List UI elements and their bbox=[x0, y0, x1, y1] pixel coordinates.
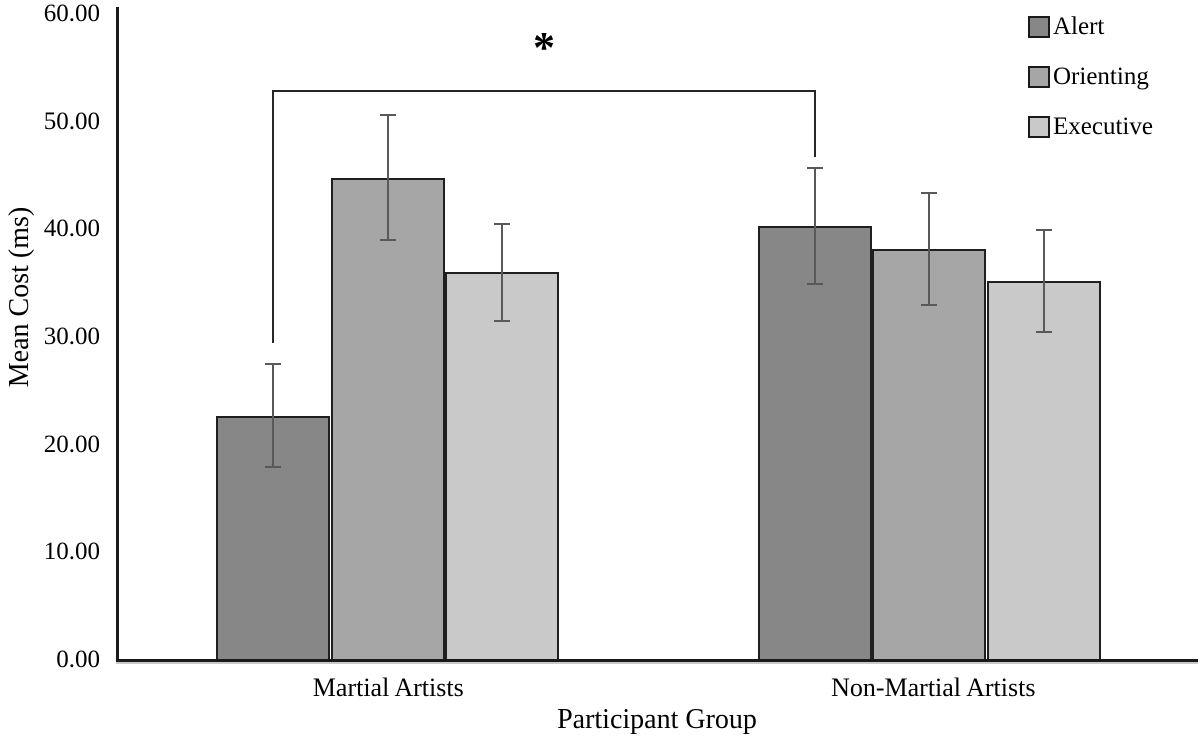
legend-label-alert: Alert bbox=[1053, 13, 1105, 40]
error-bar-cap-bottom bbox=[379, 239, 396, 242]
bracket-horizontal-line bbox=[272, 90, 816, 92]
y-tick-label-10-00: 10.00 bbox=[43, 538, 100, 566]
bracket-right-leg bbox=[813, 90, 816, 157]
legend-item-orienting: Orienting bbox=[1028, 63, 1149, 91]
legend-item-alert: Alert bbox=[1028, 13, 1104, 41]
legend-swatch-icon-alert bbox=[1028, 16, 1050, 38]
x-axis-shadow-line bbox=[116, 662, 1198, 664]
error-bar-cap-bottom bbox=[921, 303, 937, 306]
legend-swatch-icon-orienting bbox=[1028, 66, 1050, 88]
error-bar-cap-top bbox=[1035, 229, 1052, 232]
category-label-martial-artists: Martial Artists bbox=[312, 673, 464, 702]
y-tick-label-60-00: 60.00 bbox=[43, 0, 100, 27]
error-bar-cap-top bbox=[265, 362, 281, 365]
x-axis-title: Participant Group bbox=[557, 704, 757, 735]
y-tick-label-40-00: 40.00 bbox=[43, 215, 100, 243]
error-bar-cap-top bbox=[379, 114, 396, 117]
y-tick-label-0-00: 0.00 bbox=[56, 646, 100, 673]
legend-swatch-icon-executive bbox=[1028, 116, 1050, 138]
legend-item-executive: Executive bbox=[1028, 113, 1153, 141]
error-bar-cap-bottom bbox=[1035, 330, 1052, 333]
error-bar-cap-top bbox=[921, 191, 937, 194]
bar-executive-non-martial-artists bbox=[986, 281, 1101, 661]
error-bar-alert-non-martial-artists bbox=[813, 167, 816, 285]
y-tick-label-20-00: 20.00 bbox=[43, 430, 100, 458]
bar-alert-non-martial-artists bbox=[757, 226, 872, 661]
error-bar-executive-martial-artists bbox=[501, 223, 503, 321]
x-axis-line bbox=[116, 659, 1198, 662]
legend-label-orienting: Orienting bbox=[1053, 63, 1149, 90]
category-label-non-martial-artists: Non-Martial Artists bbox=[831, 673, 1036, 702]
error-bar-cap-top bbox=[806, 166, 823, 169]
bar-executive-martial-artists bbox=[445, 272, 559, 661]
error-bar-orienting-non-martial-artists bbox=[928, 192, 930, 305]
error-bar-cap-top bbox=[494, 222, 510, 225]
error-bar-executive-non-martial-artists bbox=[1042, 230, 1045, 332]
error-bar-orienting-martial-artists bbox=[386, 115, 389, 241]
error-bar-cap-bottom bbox=[806, 283, 823, 286]
bar-orienting-non-martial-artists bbox=[872, 248, 986, 661]
y-axis-line bbox=[116, 7, 119, 662]
error-bar-cap-bottom bbox=[494, 319, 510, 322]
significance-asterisk: * bbox=[533, 23, 555, 72]
bracket-left-leg bbox=[272, 90, 274, 343]
bar-alert-martial-artists bbox=[216, 415, 330, 661]
y-tick-label-50-00: 50.00 bbox=[43, 107, 100, 135]
y-tick-label-30-00: 30.00 bbox=[43, 323, 100, 350]
error-bar-alert-martial-artists bbox=[272, 363, 274, 468]
error-bar-cap-bottom bbox=[265, 466, 281, 469]
bar-orienting-martial-artists bbox=[330, 177, 445, 661]
legend-label-executive: Executive bbox=[1053, 113, 1153, 140]
